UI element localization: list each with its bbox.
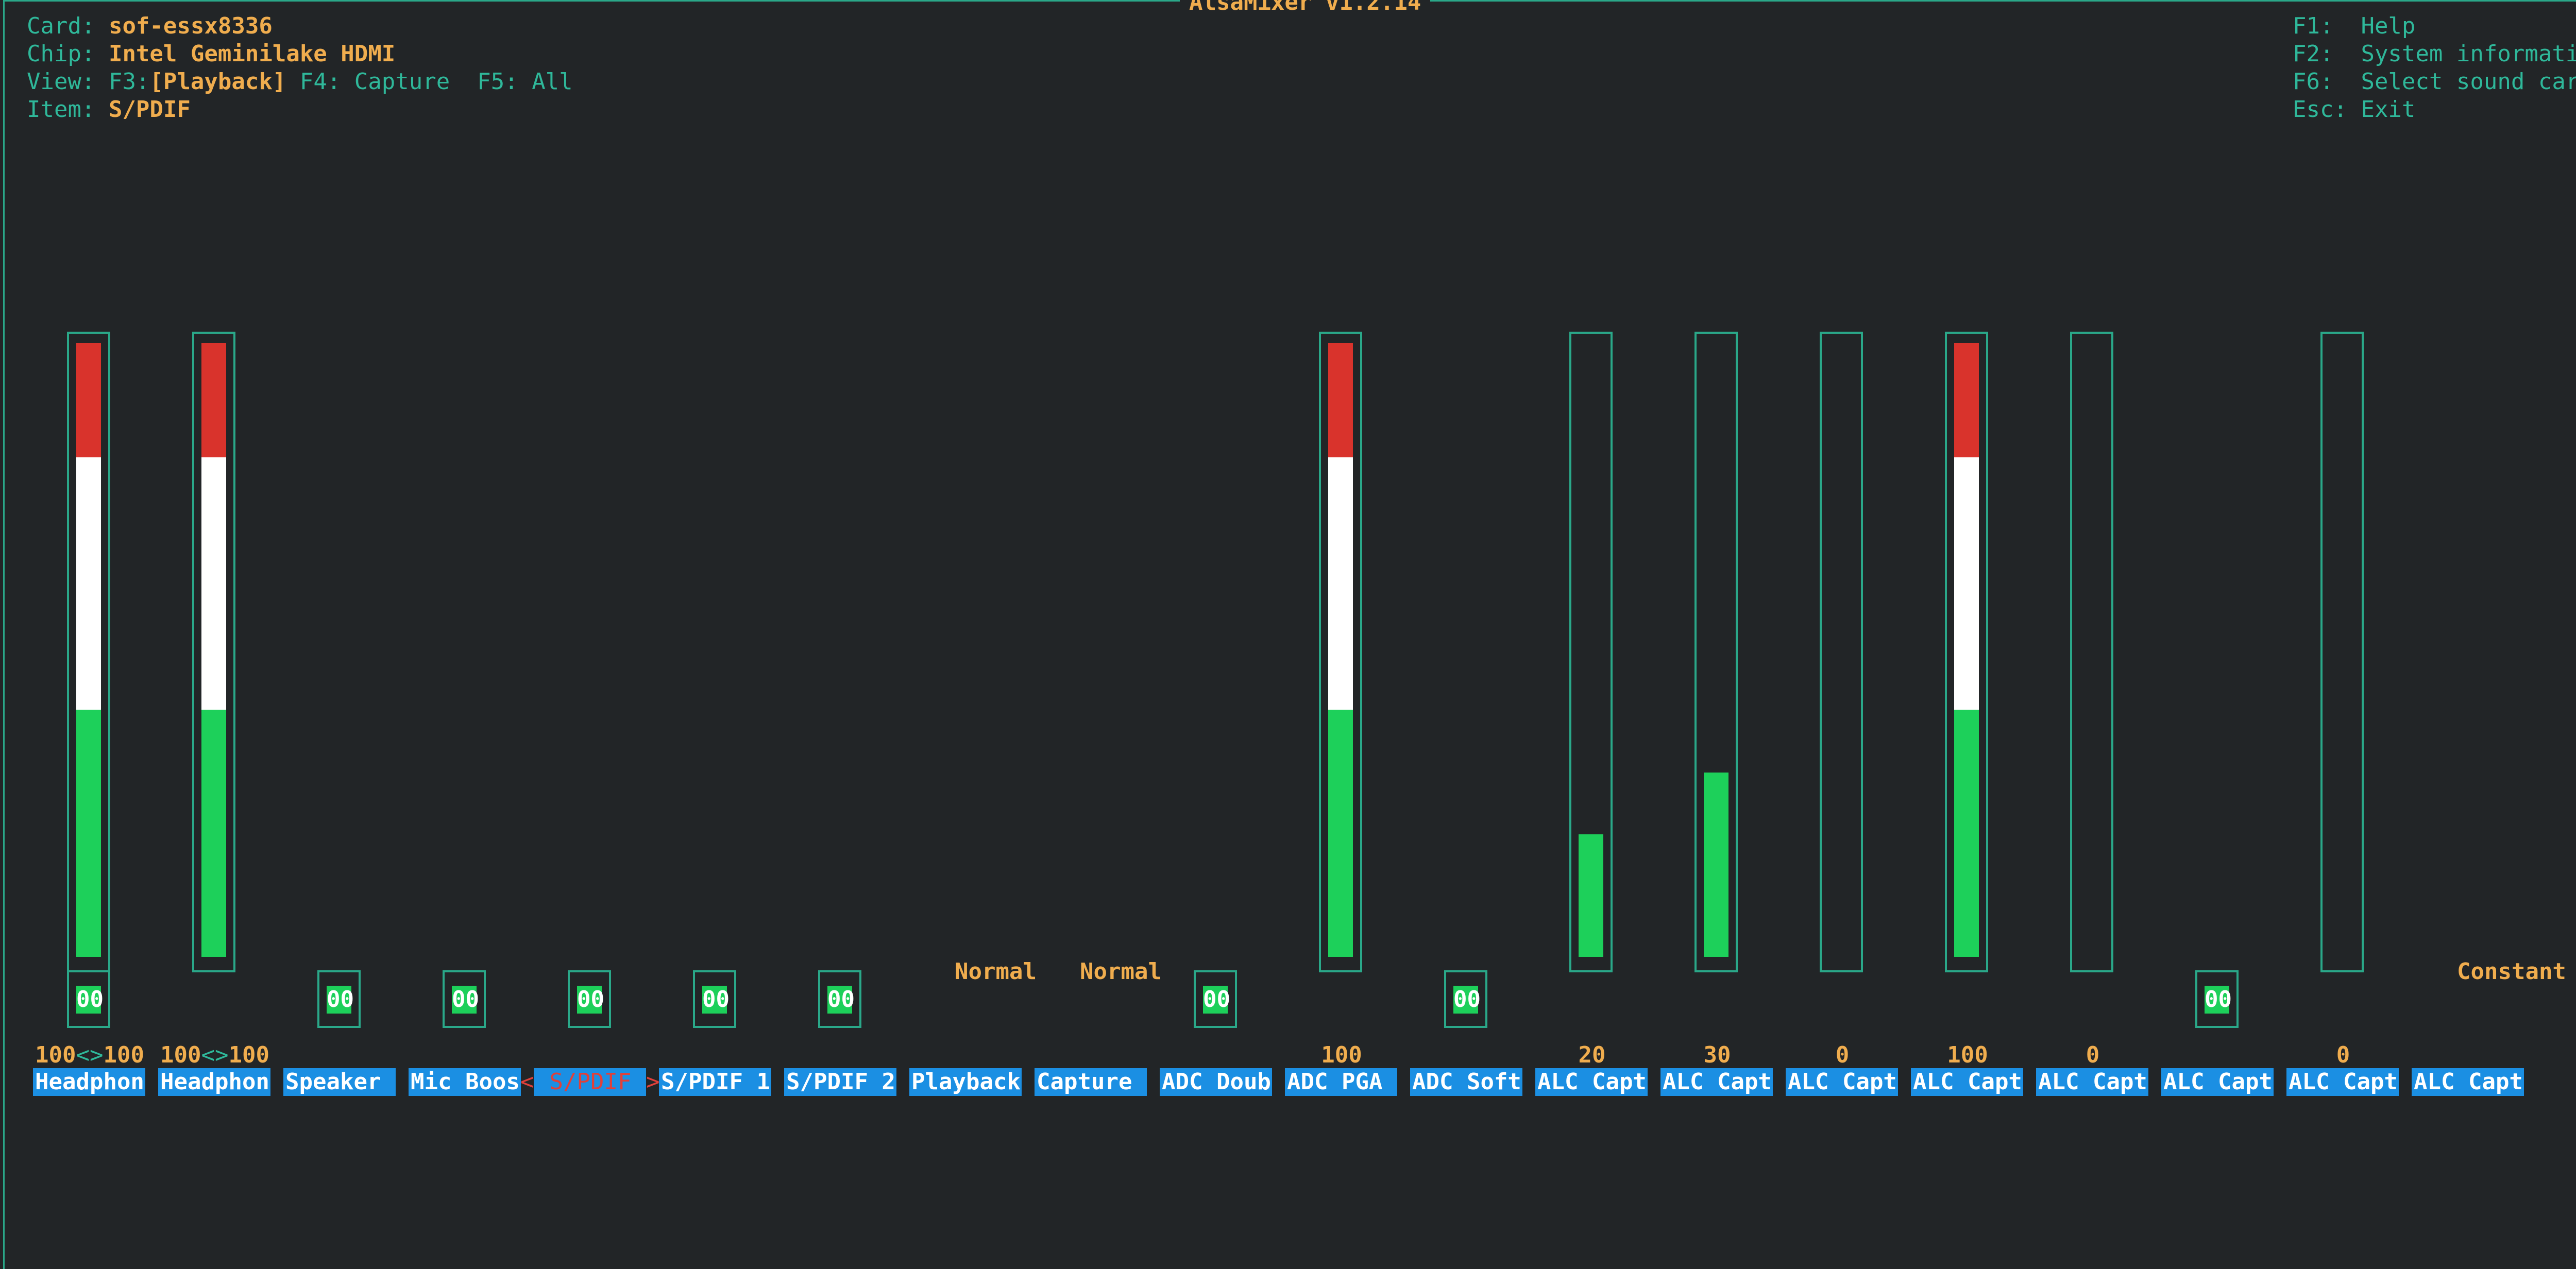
mute-toggle[interactable]: 00 [443, 970, 486, 1028]
volume-fill [76, 343, 101, 957]
card-value: sof-essx8336 [108, 13, 273, 39]
volume-bar[interactable] [2070, 332, 2113, 972]
volume-value: 100 [1321, 1042, 1362, 1068]
volume-value: 100<>100 [35, 1042, 144, 1068]
mute-toggle[interactable]: 00 [818, 970, 861, 1028]
control-name[interactable]: S/PDIF 1 [659, 1068, 771, 1096]
mute-state: 00 [702, 986, 730, 1014]
control-name[interactable]: ADC Doub [1160, 1068, 1272, 1096]
volume-value: 0 [2336, 1042, 2350, 1068]
volume-bar[interactable] [2320, 332, 2364, 972]
enum-value[interactable]: Normal [1080, 958, 1162, 985]
mute-state: 00 [827, 986, 855, 1014]
volume-segment [1328, 457, 1353, 710]
mute-toggle[interactable]: 00 [1444, 970, 1487, 1028]
control-name[interactable]: ADC Soft [1410, 1068, 1522, 1096]
control-name[interactable]: Playback [909, 1068, 1022, 1096]
control-name[interactable]: ALC Capt [2412, 1068, 2524, 1096]
control-name[interactable]: ALC Capt [1535, 1068, 1648, 1096]
mute-state: 00 [1453, 986, 1481, 1014]
volume-bar[interactable] [1569, 332, 1613, 972]
volume-value: 0 [1835, 1042, 1850, 1068]
volume-segment [1328, 710, 1353, 957]
volume-segment [1328, 343, 1353, 457]
volume-segment [1954, 457, 1979, 710]
volume-value: 100<>100 [160, 1042, 269, 1068]
volume-fill [1954, 343, 1979, 957]
volume-bar[interactable] [1319, 332, 1362, 972]
volume-segment [1954, 710, 1979, 957]
volume-bar[interactable] [192, 332, 235, 972]
control-name[interactable]: Speaker [283, 1068, 396, 1096]
view-all-tab[interactable]: F5: All [477, 68, 573, 95]
volume-segment [76, 457, 101, 710]
item-label: Item: [27, 96, 95, 123]
mute-state: 00 [2205, 986, 2232, 1014]
enum-value[interactable]: Constant [2457, 958, 2566, 985]
volume-fill [201, 343, 226, 957]
volume-value: 100 [1947, 1042, 1988, 1068]
volume-value: 0 [2086, 1042, 2100, 1068]
volume-segment [1954, 343, 1979, 457]
view-capture-tab[interactable]: F4: Capture [299, 68, 450, 95]
mute-state: 00 [1203, 986, 1230, 1014]
volume-bar[interactable] [1820, 332, 1863, 972]
volume-segment [201, 710, 226, 957]
exit-key[interactable]: Esc: Exit [2293, 96, 2416, 123]
info-panel: Card: sof-essx8336 Chip: Intel Geminilak… [27, 12, 573, 124]
selection-right-marker: > [646, 1069, 660, 1095]
mute-state: 00 [76, 986, 104, 1014]
control-name[interactable]: ALC Capt [2036, 1068, 2148, 1096]
chip-value: Intel Geminilake HDMI [108, 41, 396, 67]
control-name[interactable]: ALC Capt [1911, 1068, 2023, 1096]
app-title: AlsaMixer v1.2.14 [1180, 0, 1431, 16]
system-info-key[interactable]: F2: System information [2293, 41, 2576, 67]
volume-segment [1579, 834, 1603, 957]
view-f3-key[interactable]: F3: [108, 68, 150, 95]
key-help: F1: Help F2: System information F6: Sele… [2293, 12, 2576, 124]
mute-toggle[interactable]: 00 [1194, 970, 1237, 1028]
volume-bar[interactable] [67, 332, 110, 972]
volume-value: 20 [1578, 1042, 1606, 1068]
control-name[interactable]: Headphon [158, 1068, 270, 1096]
control-name[interactable]: Mic Boos [409, 1068, 521, 1096]
control-name[interactable]: ALC Capt [1786, 1068, 1898, 1096]
control-name[interactable]: Headphon [33, 1068, 145, 1096]
selection-left-marker: < [520, 1069, 534, 1095]
mute-state: 00 [577, 986, 604, 1014]
mute-state: 00 [327, 986, 354, 1014]
card-label: Card: [27, 13, 95, 39]
control-name[interactable]: S/PDIF 2 [784, 1068, 896, 1096]
volume-value: 30 [1703, 1042, 1731, 1068]
control-name[interactable]: ALC Capt [1660, 1068, 1773, 1096]
control-name[interactable]: ALC Capt [2161, 1068, 2274, 1096]
help-key[interactable]: F1: Help [2293, 13, 2416, 39]
view-playback-tab[interactable]: [Playback] [149, 68, 286, 95]
mute-state: 00 [452, 986, 479, 1014]
volume-segment [201, 343, 226, 457]
volume-bar[interactable] [1945, 332, 1988, 972]
volume-bar[interactable] [1694, 332, 1738, 972]
chip-label: Chip: [27, 41, 95, 67]
mute-toggle[interactable]: 00 [67, 970, 110, 1028]
volume-fill [1579, 834, 1603, 957]
volume-segment [76, 710, 101, 957]
volume-fill [1704, 773, 1728, 957]
mute-toggle[interactable]: 00 [693, 970, 736, 1028]
volume-fill [1328, 343, 1353, 957]
mute-toggle[interactable]: 00 [317, 970, 361, 1028]
control-name[interactable]: S/PDIF [534, 1068, 646, 1096]
volume-segment [1704, 773, 1728, 957]
mute-toggle[interactable]: 00 [2195, 970, 2239, 1028]
mute-toggle[interactable]: 00 [568, 970, 611, 1028]
item-value: S/PDIF [108, 96, 191, 123]
volume-segment [201, 457, 226, 710]
view-label: View: [27, 68, 95, 95]
volume-segment [76, 343, 101, 457]
enum-value[interactable]: Normal [955, 958, 1037, 985]
control-name[interactable]: Capture [1035, 1068, 1147, 1096]
select-card-key[interactable]: F6: Select sound card [2293, 68, 2576, 95]
control-name[interactable]: ADC PGA [1285, 1068, 1397, 1096]
control-name[interactable]: ALC Capt [2286, 1068, 2399, 1096]
